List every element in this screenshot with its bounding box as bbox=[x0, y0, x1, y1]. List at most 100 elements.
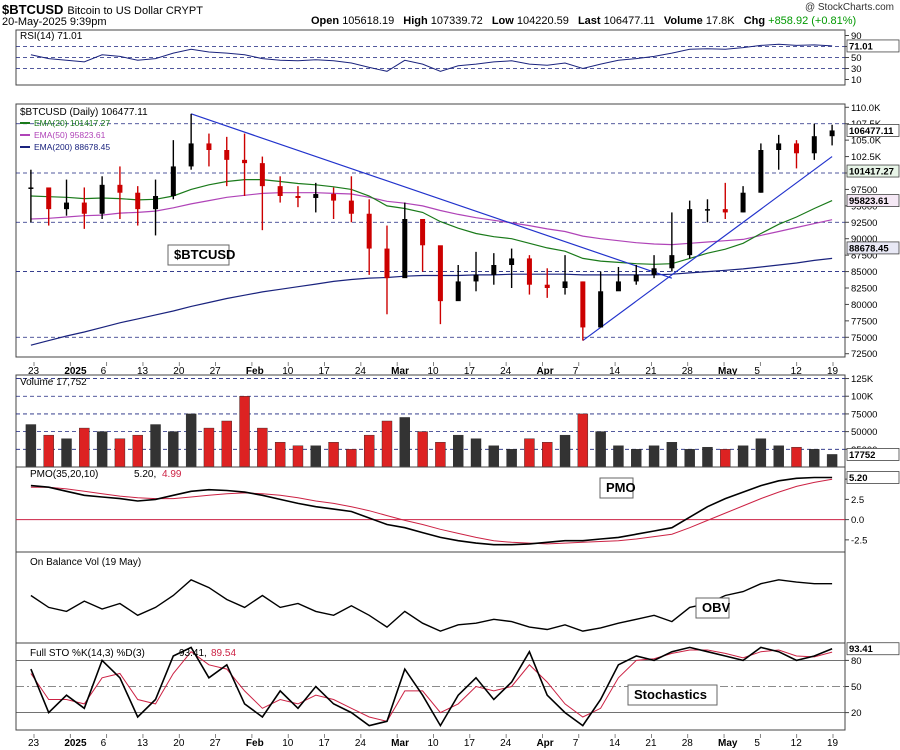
volume-bar bbox=[25, 424, 37, 468]
stoch-k-line bbox=[30, 646, 833, 728]
stoch-x-tick-label: 12 bbox=[791, 738, 803, 749]
price-x-tick-label: 27 bbox=[210, 366, 222, 377]
volume-bar bbox=[488, 445, 500, 468]
price-x-tick-label: Apr bbox=[536, 366, 553, 377]
volume-bar bbox=[203, 427, 215, 468]
volume-bar bbox=[737, 445, 749, 468]
stoch-x-tick-label: 28 bbox=[682, 738, 694, 749]
ema50-last-label: 95823.61 bbox=[849, 196, 889, 207]
stoch-x-tick-label: 10 bbox=[282, 738, 294, 749]
candle-body bbox=[384, 248, 390, 279]
volume-bar bbox=[132, 434, 143, 468]
candle-body bbox=[64, 202, 70, 210]
stoch-annotation: Stochastics bbox=[634, 687, 707, 702]
stoch-x-tick-label: Apr bbox=[536, 738, 553, 749]
candle-body bbox=[580, 281, 586, 328]
volume-bar bbox=[524, 438, 535, 468]
volume-bar bbox=[346, 449, 357, 468]
price-x-tick-label: 21 bbox=[645, 366, 657, 377]
stoch-last-label-box bbox=[846, 642, 900, 656]
stoch-x-tick-label: 17 bbox=[319, 738, 331, 749]
price-tick-label: 80000 bbox=[851, 300, 877, 311]
volume-tick-label: 125K bbox=[851, 374, 874, 385]
stoch-x-tick-label: May bbox=[718, 738, 738, 749]
candle-body bbox=[188, 143, 194, 167]
open-value: 105618.19 bbox=[342, 15, 395, 27]
price-last-label-box bbox=[846, 124, 900, 137]
volume-bar bbox=[399, 417, 410, 468]
rsi-tick-label: 10 bbox=[851, 75, 862, 86]
volume-bar bbox=[648, 445, 660, 468]
candle-body bbox=[420, 219, 426, 246]
candle-body bbox=[509, 258, 515, 265]
price-x-tick-label: Feb bbox=[246, 366, 264, 377]
volume-bar bbox=[577, 413, 589, 468]
copyright-notice: @ StockCharts.com bbox=[804, 2, 894, 13]
obv-title: On Balance Vol (19 May) bbox=[30, 557, 141, 568]
candle-body bbox=[776, 143, 782, 150]
ema20-last-label-box bbox=[846, 164, 900, 178]
chart-date: 20-May-2025 9:39pm bbox=[2, 16, 107, 28]
ema200-last-label-box bbox=[846, 241, 900, 255]
stoch-k-value: 93.41, bbox=[179, 648, 207, 659]
price-tick-label: 85000 bbox=[851, 267, 877, 278]
price-x-tick-label: 24 bbox=[500, 366, 512, 377]
candle-body bbox=[81, 202, 87, 214]
volume-tick-label: 50000 bbox=[851, 427, 877, 438]
candle-body bbox=[366, 213, 372, 249]
candle-body bbox=[46, 187, 52, 210]
price-tick-label: 87500 bbox=[851, 251, 877, 262]
ohlc-readout: Open 105618.19 High 107339.72 Low 104220… bbox=[311, 15, 857, 27]
price-x-tick-label: 14 bbox=[609, 366, 621, 377]
price-x-tick-label: 7 bbox=[573, 366, 579, 377]
rsi-last-label: 71.01 bbox=[849, 41, 873, 52]
volume-bar bbox=[595, 431, 606, 468]
pmo-value: 5.20, bbox=[134, 469, 156, 480]
candle-body bbox=[722, 209, 728, 213]
candle-body bbox=[259, 163, 265, 187]
volume-value: 17.8K bbox=[705, 15, 735, 27]
volume-bar bbox=[114, 438, 126, 468]
stoch-x-tick-label: 2025 bbox=[64, 738, 87, 749]
price-x-tick-label: 17 bbox=[319, 366, 331, 377]
candle-body bbox=[473, 274, 479, 282]
candle-body bbox=[758, 150, 764, 193]
volume-bar bbox=[43, 434, 54, 468]
rsi-tick-label: 50 bbox=[851, 53, 862, 64]
stoch-x-tick-label: 23 bbox=[28, 738, 40, 749]
volume-bar bbox=[666, 442, 678, 468]
rising-trend-line bbox=[582, 156, 833, 342]
candle-body bbox=[117, 184, 123, 193]
volume-bar bbox=[363, 434, 375, 468]
stoch-x-tick-label: 19 bbox=[827, 738, 839, 749]
chart-description: Bitcoin to US Dollar CRYPT bbox=[67, 5, 203, 17]
volume-bar bbox=[773, 445, 784, 468]
price-tick-label: 102.5K bbox=[851, 152, 882, 163]
volume-bar bbox=[826, 454, 838, 468]
volume-bar bbox=[470, 438, 482, 468]
price-title: $BTCUSD (Daily) 106477.11 bbox=[20, 107, 148, 118]
candle-body bbox=[437, 245, 443, 302]
volume-bar bbox=[328, 442, 339, 468]
candle-body bbox=[562, 281, 568, 288]
price-panel bbox=[15, 103, 846, 358]
candle-body bbox=[455, 281, 461, 302]
pmo-tick-label: 2.5 bbox=[851, 495, 864, 506]
candle-body bbox=[829, 130, 835, 137]
price-x-tick-label: 19 bbox=[827, 366, 839, 377]
legend-entry: EMA(20) 101417.27 bbox=[34, 118, 110, 128]
stoch-x-tick-label: 6 bbox=[101, 738, 107, 749]
price-x-tick-label: 17 bbox=[464, 366, 476, 377]
candle-body bbox=[331, 194, 337, 201]
rsi-tick-label: 90 bbox=[851, 31, 862, 42]
volume-bar bbox=[559, 434, 571, 468]
stoch-x-tick-label: 24 bbox=[500, 738, 512, 749]
volume-bar bbox=[809, 449, 820, 468]
volume-bar bbox=[435, 442, 446, 468]
price-x-tick-label: 13 bbox=[137, 366, 149, 377]
volume-bar bbox=[150, 424, 161, 468]
candle-body bbox=[526, 258, 532, 285]
price-x-tick-label: 28 bbox=[682, 366, 694, 377]
candle-body bbox=[206, 143, 212, 150]
